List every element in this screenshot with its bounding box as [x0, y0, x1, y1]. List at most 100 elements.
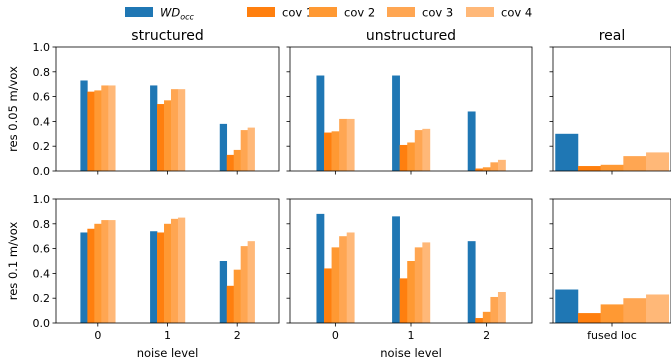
- bar-cov-3-0: [101, 220, 109, 323]
- panel-title: unstructured: [366, 28, 456, 44]
- bar-cov-4-2: [497, 159, 506, 171]
- panel-title: real: [599, 28, 626, 44]
- bar-cov-2-1: [164, 100, 172, 171]
- bar-WD_occ-0: [316, 213, 325, 323]
- axes-frame: [552, 198, 671, 324]
- bar-cov-1-2: [226, 285, 235, 323]
- bar-cov-1-1: [157, 104, 165, 171]
- bar-cov-1-0: [324, 268, 332, 323]
- y-axis-label: res 0.05 m/vox: [6, 66, 20, 152]
- legend-swatch-cov-1: [247, 7, 275, 17]
- axes-frame: [552, 46, 671, 172]
- panel-title: structured: [131, 28, 203, 44]
- bar-cov-3-1: [414, 247, 423, 323]
- bar-cov-1-2: [226, 154, 235, 171]
- bar-WD_occ-1: [150, 85, 158, 171]
- legend-label-subscript: occ: [180, 13, 194, 22]
- bar-cov-1-0: [324, 132, 332, 171]
- bar-cov-1-1: [399, 144, 408, 171]
- bar-cov-2-2: [482, 167, 491, 171]
- y-tick-label: 0.6: [33, 243, 51, 256]
- bar-cov-4-0: [108, 85, 116, 171]
- legend-swatch-WD_occ: [125, 7, 153, 17]
- bar-cov-3-0: [339, 118, 348, 171]
- bar-cov-1-2: [475, 168, 484, 171]
- bar-cov-4-2: [247, 127, 255, 171]
- bar-cov-3-0: [101, 85, 109, 171]
- legend-label-WD_occ: WDocc: [160, 6, 195, 22]
- bar-WD_occ-2: [219, 261, 228, 323]
- legend-label-cov-1: cov 1: [282, 6, 313, 20]
- bar-cov-4-1: [177, 89, 186, 171]
- bar-cov-4-1: [422, 128, 431, 171]
- bar-cov-1-0: [87, 228, 95, 323]
- axes-frame: [55, 198, 280, 324]
- y-axis-label: res 0.1 m/vox: [6, 222, 20, 301]
- bar-cov-3-2: [490, 162, 499, 171]
- x-tick-label: 0: [94, 329, 101, 342]
- bar-WD_occ-1: [150, 231, 158, 323]
- panel-r1-c1: 0 1 2 noise level: [286, 198, 533, 360]
- bar-cov-2-fused-loc: [600, 164, 624, 171]
- bar-cov-2-1: [407, 142, 416, 171]
- bar-cov-4-fused-loc: [646, 294, 670, 323]
- bar-WD_occ-2: [219, 123, 228, 171]
- bar-cov-4-2: [497, 292, 506, 323]
- legend-label-cov-4: cov 4: [501, 6, 532, 20]
- axes-frame: [289, 46, 533, 172]
- y-tick-label: 0.6: [33, 91, 51, 104]
- y-tick-label: 0.4: [33, 267, 51, 280]
- x-tick-label: fused loc: [587, 329, 637, 342]
- panel-r0-c1: unstructured: [286, 28, 533, 175]
- bar-cov-3-fused-loc: [623, 156, 647, 171]
- x-tick-label: 2: [234, 329, 241, 342]
- bar-cov-1-1: [157, 232, 165, 323]
- x-axis-label: noise level: [137, 346, 199, 360]
- y-tick-label: 0.0: [33, 317, 51, 330]
- bar-cov-2-1: [164, 223, 172, 323]
- bar-cov-2-0: [94, 90, 102, 171]
- legend-swatch-cov-4: [466, 7, 494, 17]
- bar-cov-1-0: [87, 91, 95, 171]
- y-tick-label: 0.4: [33, 115, 51, 128]
- y-tick-label: 0.0: [33, 165, 51, 178]
- bar-WD_occ-fused-loc: [555, 289, 579, 323]
- bar-cov-3-2: [240, 246, 248, 323]
- panel-r0-c0: 0.0 0.2 0.4 0.6 0.8 1.0 structured res 0.05 m/v…: [6, 28, 280, 178]
- bar-WD_occ-0: [316, 75, 325, 171]
- bar-cov-3-1: [414, 130, 423, 171]
- bar-cov-2-2: [482, 311, 491, 323]
- y-tick-label: 0.2: [33, 292, 51, 305]
- bar-cov-2-1: [407, 261, 416, 323]
- x-tick-label: 1: [164, 329, 171, 342]
- axes-frame: [55, 46, 280, 172]
- bar-WD_occ-1: [392, 216, 400, 323]
- x-tick-label: 1: [408, 329, 415, 342]
- legend-label-main: WD: [160, 6, 180, 20]
- y-tick-label: 0.2: [33, 140, 51, 153]
- bar-cov-3-1: [170, 218, 179, 323]
- bar-cov-4-fused-loc: [646, 152, 670, 171]
- bar-cov-2-0: [331, 131, 340, 171]
- bar-WD_occ-0: [80, 232, 88, 323]
- panel-r1-c2: fused loc: [549, 198, 671, 342]
- bar-cov-2-2: [233, 269, 241, 323]
- bar-cov-3-fused-loc: [623, 298, 647, 323]
- bar-WD_occ-fused-loc: [555, 133, 579, 171]
- legend-label-cov-3: cov 3: [422, 6, 453, 20]
- bar-cov-4-1: [422, 242, 431, 323]
- legend-swatch-cov-3: [387, 7, 415, 17]
- bar-cov-4-1: [177, 217, 186, 323]
- bar-cov-2-0: [331, 247, 340, 323]
- x-axis-label: noise level: [380, 346, 442, 360]
- bar-cov-3-1: [170, 89, 179, 171]
- bar-WD_occ-1: [392, 75, 400, 171]
- bar-cov-4-2: [247, 241, 255, 323]
- bar-cov-2-0: [94, 223, 102, 323]
- x-tick-label: 2: [483, 329, 490, 342]
- bar-cov-1-1: [399, 278, 408, 323]
- bar-cov-1-fused-loc: [577, 313, 601, 323]
- bar-cov-1-fused-loc: [577, 166, 601, 171]
- bar-cov-2-fused-loc: [600, 304, 624, 323]
